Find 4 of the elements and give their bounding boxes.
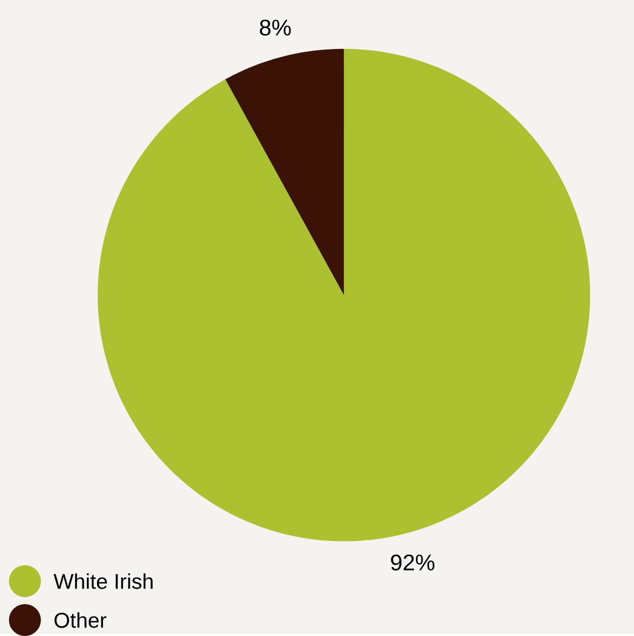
legend-label: Other [54, 612, 106, 628]
legend-label: White Irish [54, 573, 153, 589]
data-label: 8% [260, 20, 291, 36]
data-label: 92% [391, 554, 434, 571]
